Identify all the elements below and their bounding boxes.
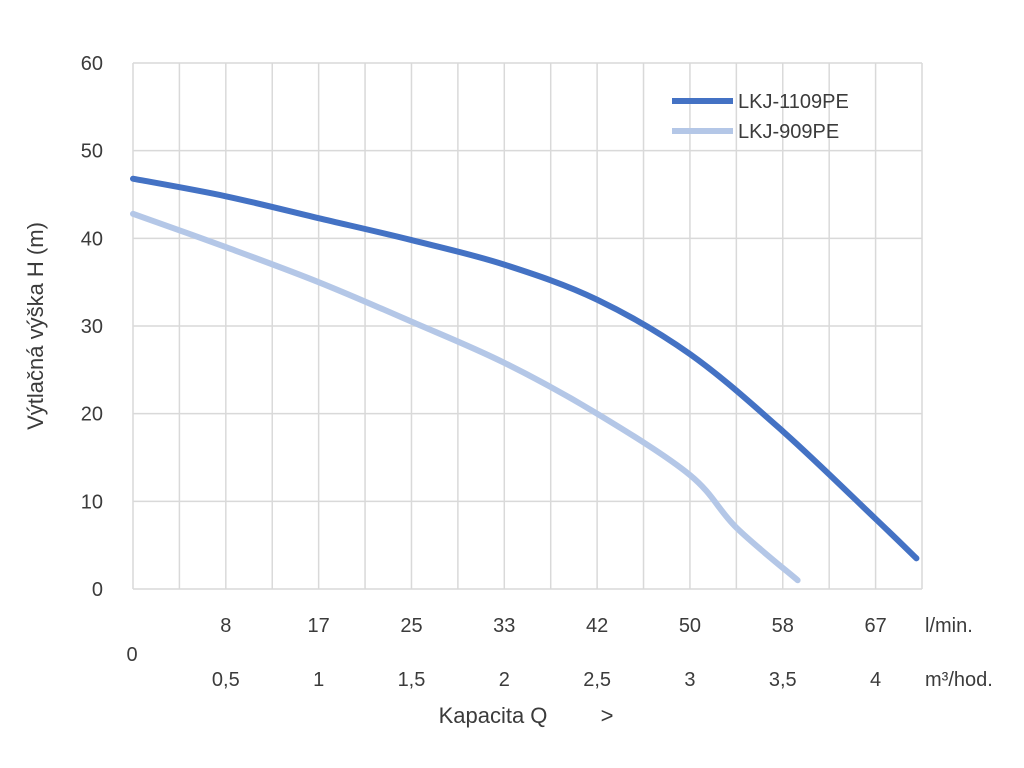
x-axis-lmin-ticks: 8 17 25 33 42 50 58 67	[220, 615, 886, 637]
x-tick-label-m3h: 0,5	[212, 669, 240, 691]
x-tick-label-lmin: 25	[400, 615, 422, 637]
x-axis-arrow: >	[601, 703, 614, 728]
y-tick-label: 60	[81, 53, 103, 75]
x-axis-title: Kapacita Q	[439, 703, 548, 728]
legend-label: LKJ-909PE	[738, 121, 839, 143]
x-tick-label-lmin: 50	[679, 615, 701, 637]
series-line-lkj-909pe	[130, 210, 801, 584]
x-tick-label-m3h: 2,5	[583, 669, 611, 691]
x-origin-label: 0	[126, 644, 137, 666]
x-tick-label-lmin: 33	[493, 615, 515, 637]
y-axis-title: Výtlačná výška H (m)	[23, 222, 48, 430]
grid	[132, 62, 923, 590]
legend-label: LKJ-1109PE	[738, 91, 849, 113]
x-tick-label-m3h: 1	[313, 669, 324, 691]
x-tick-label-m3h: 3	[684, 669, 695, 691]
series-line-lkj-1109pe	[130, 175, 920, 562]
x-tick-label-m3h: 4	[870, 669, 881, 691]
y-tick-label: 30	[81, 316, 103, 338]
x-tick-label-lmin: 67	[864, 615, 886, 637]
x-axis-m3h-ticks: 0,5 1 1,5 2 2,5 3 3,5 4	[212, 669, 881, 691]
x-tick-label-lmin: 8	[220, 615, 231, 637]
x-tick-label-lmin: 58	[772, 615, 794, 637]
series-lines	[130, 175, 920, 584]
legend: LKJ-1109PE LKJ-909PE	[672, 91, 849, 143]
x-tick-label-m3h: 2	[499, 669, 510, 691]
y-tick-label: 10	[81, 491, 103, 513]
x-tick-label-lmin: 17	[308, 615, 330, 637]
y-tick-label: 20	[81, 404, 103, 426]
y-tick-label: 50	[81, 141, 103, 163]
x-tick-label-m3h: 1,5	[398, 669, 426, 691]
x-unit-m3h: m³/hod.	[925, 669, 993, 691]
y-axis-ticks: 0 10 20 30 40 50 60	[81, 53, 103, 601]
y-tick-label: 0	[92, 579, 103, 601]
y-tick-label: 40	[81, 228, 103, 250]
x-unit-lmin: l/min.	[925, 615, 973, 637]
x-tick-label-m3h: 3,5	[769, 669, 797, 691]
x-tick-label-lmin: 42	[586, 615, 608, 637]
